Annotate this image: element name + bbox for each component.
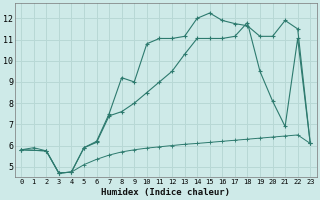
X-axis label: Humidex (Indice chaleur): Humidex (Indice chaleur) [101, 188, 230, 197]
